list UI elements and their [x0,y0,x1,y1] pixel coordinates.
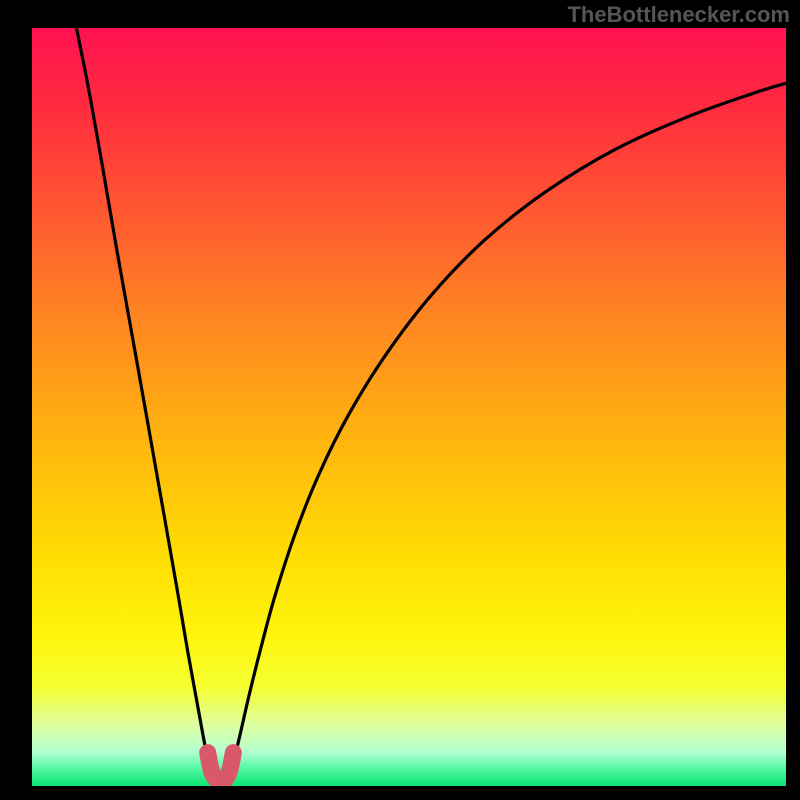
watermark-text: TheBottlenecker.com [567,2,790,28]
bottleneck-chart [32,28,786,786]
